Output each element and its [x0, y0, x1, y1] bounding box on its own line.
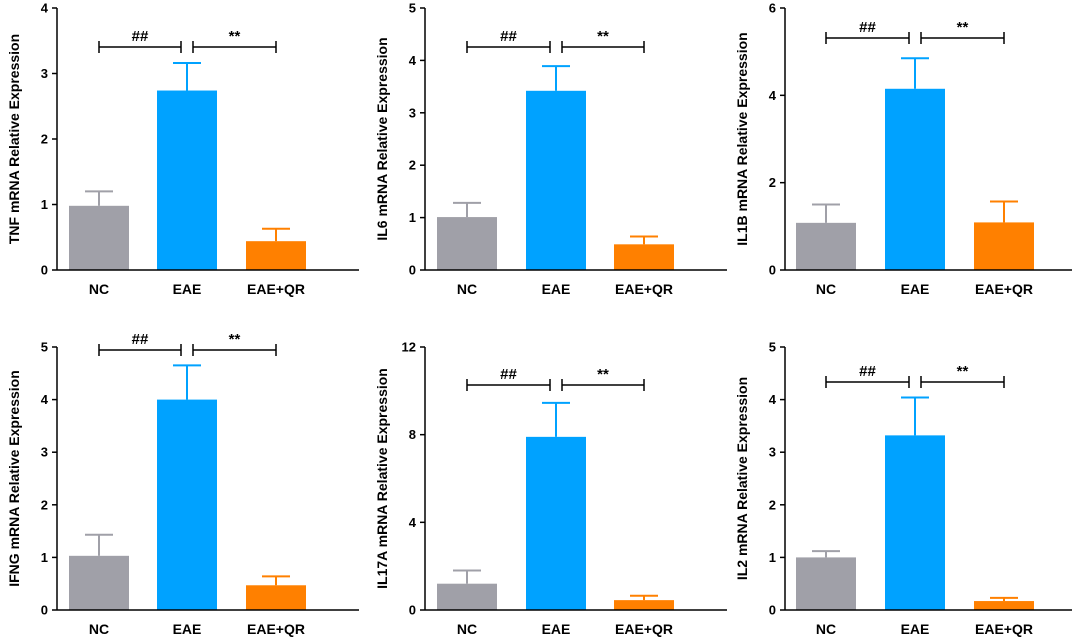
chart-1-bar-nc [69, 205, 129, 270]
chart-3-x-tick-label: EAE+QR [975, 281, 1033, 297]
chart-4-y-tick-label: 2 [41, 497, 48, 512]
chart-1-bar-eae-qr [246, 241, 306, 270]
chart-2-y-tick-label: 2 [409, 158, 416, 173]
chart-4-y-axis-label: IFNG mRNA Relative Expression [6, 370, 22, 587]
chart-6-y-tick-label: 2 [769, 497, 776, 512]
chart-4-y-tick-label: 3 [41, 445, 48, 460]
chart-1-bar-eae [157, 90, 217, 270]
chart-6-y-tick-label: 3 [769, 445, 776, 460]
chart-4-bar-eae-qr [246, 585, 306, 610]
chart-2-x-tick-label: NC [457, 281, 477, 297]
chart-6-bar-nc [796, 557, 856, 610]
chart-1-y-tick-label: 0 [41, 263, 48, 278]
chart-1-y-tick-label: 4 [41, 1, 49, 16]
chart-6-bar-eae [885, 435, 945, 610]
chart-6-y-tick-label: 0 [769, 603, 776, 618]
chart-1-x-tick-label: NC [89, 281, 109, 297]
chart-2-bar-nc [437, 217, 497, 270]
chart-6-bar-eae-qr [974, 601, 1034, 610]
chart-5-x-tick-label: EAE+QR [615, 621, 673, 637]
chart-4-y-tick-label: 1 [41, 550, 48, 565]
chart-6-significance-label: ## [859, 363, 876, 380]
chart-1-significance-label: ## [132, 28, 149, 45]
chart-1-x-tick-label: EAE [173, 281, 202, 297]
chart-3-significance-label: ## [859, 19, 876, 36]
chart-2-y-tick-label: 5 [409, 1, 416, 16]
chart-3-y-tick-label: 0 [769, 263, 776, 278]
chart-5-y-tick-label: 4 [409, 515, 417, 530]
chart-4-significance-label: ** [229, 331, 241, 348]
chart-6-y-axis-label: IL2 mRNA Relative Expression [734, 377, 750, 580]
chart-4-x-tick-label: EAE+QR [247, 621, 305, 637]
chart-1-y-axis-label: TNF mRNA Relative Expression [6, 34, 22, 244]
chart-5-y-tick-label: 12 [402, 340, 416, 355]
chart-5-x-tick-label: EAE [542, 621, 571, 637]
chart-6-x-tick-label: NC [816, 621, 836, 637]
chart-3-bar-eae [885, 88, 945, 271]
chart-4-bar-eae [157, 399, 217, 610]
chart-2-significance-label: ** [597, 28, 609, 45]
chart-4-significance-label: ## [132, 331, 149, 348]
chart-1-significance-label: ** [229, 28, 241, 45]
chart-4-y-tick-label: 0 [41, 603, 48, 618]
chart-6-y-tick-label: 1 [769, 550, 776, 565]
chart-2-bar-eae-qr [614, 244, 674, 270]
chart-1-y-tick-label: 3 [41, 66, 48, 81]
chart-1-y-tick-label: 2 [41, 132, 48, 147]
chart-2-x-tick-label: EAE+QR [615, 281, 673, 297]
chart-3-significance-label: ** [957, 19, 969, 36]
chart-1-x-tick-label: EAE+QR [247, 281, 305, 297]
chart-5-y-tick-label: 0 [409, 603, 416, 618]
chart-3-bar-nc [796, 222, 856, 270]
chart-5-bar-eae-qr [614, 600, 674, 610]
chart-4-bar-nc [69, 555, 129, 610]
chart-2-y-axis-label: IL6 mRNA Relative Expression [374, 37, 390, 240]
chart-1-y-tick-label: 1 [41, 197, 48, 212]
chart-3-y-axis-label: IL1B mRNA Relative Expression [734, 32, 750, 245]
chart-2-y-tick-label: 0 [409, 263, 416, 278]
chart-3-y-tick-label: 4 [769, 88, 777, 103]
chart-2-y-tick-label: 4 [409, 53, 417, 68]
chart-2-significance-label: ## [500, 28, 517, 45]
chart-5-bar-nc [437, 583, 497, 610]
chart-6-y-tick-label: 4 [769, 392, 777, 407]
chart-4-x-tick-label: NC [89, 621, 109, 637]
chart-2-y-tick-label: 1 [409, 210, 416, 225]
chart-3-bar-eae-qr [974, 222, 1034, 270]
chart-5-bar-eae [526, 436, 586, 610]
chart-4-y-tick-label: 5 [41, 340, 48, 355]
chart-4-y-tick-label: 4 [41, 392, 49, 407]
chart-6-x-tick-label: EAE [901, 621, 930, 637]
chart-5-y-tick-label: 8 [409, 427, 416, 442]
chart-2-y-tick-label: 3 [409, 105, 416, 120]
chart-3-y-tick-label: 2 [769, 175, 776, 190]
chart-3-x-tick-label: EAE [901, 281, 930, 297]
chart-5-x-tick-label: NC [457, 621, 477, 637]
chart-5-significance-label: ** [597, 366, 609, 383]
chart-6-y-tick-label: 5 [769, 340, 776, 355]
chart-5-significance-label: ## [500, 366, 517, 383]
chart-2-bar-eae [526, 90, 586, 271]
chart-6-significance-label: ** [957, 363, 969, 380]
chart-5-y-axis-label: IL17A mRNA Relative Expression [374, 368, 390, 589]
chart-4-x-tick-label: EAE [173, 621, 202, 637]
chart-3-y-tick-label: 6 [769, 1, 776, 16]
chart-6-x-tick-label: EAE+QR [975, 621, 1033, 637]
chart-3-x-tick-label: NC [816, 281, 836, 297]
chart-2-x-tick-label: EAE [542, 281, 571, 297]
